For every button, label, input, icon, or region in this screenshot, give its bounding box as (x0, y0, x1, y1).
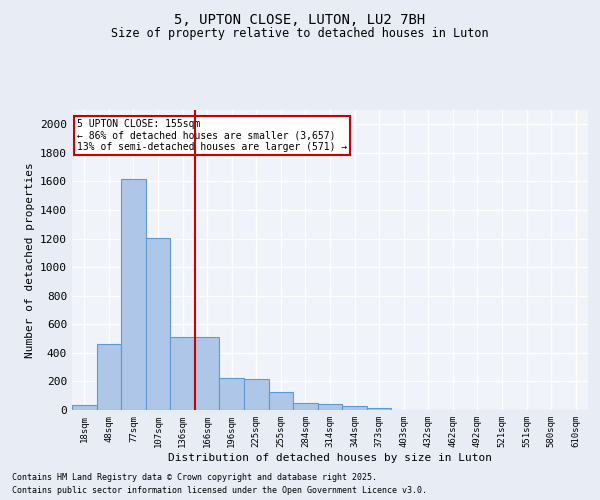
Bar (367, 408, 391, 410)
Bar (244, 378, 269, 410)
Text: Contains HM Land Registry data © Crown copyright and database right 2025.: Contains HM Land Registry data © Crown c… (12, 474, 377, 482)
Bar (293, 403, 318, 410)
Bar (195, 337, 220, 410)
Bar (342, 406, 367, 410)
Bar (269, 392, 293, 410)
Bar (72, 405, 97, 410)
Text: Contains public sector information licensed under the Open Government Licence v3: Contains public sector information licen… (12, 486, 427, 495)
Text: 5, UPTON CLOSE, LUTON, LU2 7BH: 5, UPTON CLOSE, LUTON, LU2 7BH (175, 12, 425, 26)
Bar (220, 378, 244, 410)
Bar (146, 238, 170, 410)
Bar (318, 404, 342, 410)
Bar (121, 178, 146, 410)
X-axis label: Distribution of detached houses by size in Luton: Distribution of detached houses by size … (168, 452, 492, 462)
Text: 5 UPTON CLOSE: 155sqm
← 86% of detached houses are smaller (3,657)
13% of semi-d: 5 UPTON CLOSE: 155sqm ← 86% of detached … (77, 119, 347, 152)
Bar (170, 337, 195, 410)
Bar (97, 344, 121, 410)
Text: Size of property relative to detached houses in Luton: Size of property relative to detached ho… (111, 28, 489, 40)
Y-axis label: Number of detached properties: Number of detached properties (25, 162, 35, 358)
